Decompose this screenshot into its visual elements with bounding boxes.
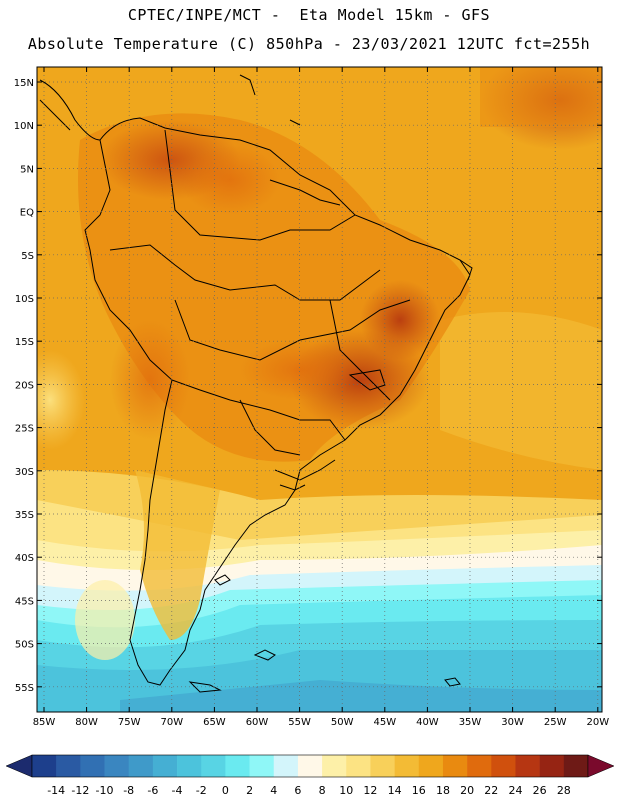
colorbar-swatch	[515, 755, 540, 777]
colorbar-swatch	[273, 755, 299, 777]
colorbar-swatch	[394, 755, 420, 777]
lat-label: 45S	[15, 596, 34, 607]
colorbar-tick-label: 26	[533, 784, 547, 797]
lon-label: 25W	[544, 717, 567, 728]
lat-label: 15N	[14, 78, 34, 89]
colorbar-swatch	[539, 755, 565, 777]
map-frame	[36, 66, 603, 713]
lon-label: 60W	[246, 717, 269, 728]
colorbar-over-triangle	[587, 754, 615, 778]
colorbar-swatch	[297, 755, 323, 777]
lat-label: 5S	[21, 251, 34, 262]
lon-label: 50W	[331, 717, 354, 728]
colorbar-swatch	[563, 755, 589, 777]
lon-label: 40W	[416, 717, 439, 728]
colorbar-swatch	[56, 755, 81, 777]
colorbar-tick-label: -8	[123, 784, 134, 797]
colorbar-tick-label: 18	[436, 784, 450, 797]
lat-label: 5N	[20, 164, 34, 175]
lat-label: 35S	[15, 510, 34, 521]
colorbar-swatch	[128, 755, 154, 777]
lat-label: 40S	[15, 553, 34, 564]
lon-label: 35W	[459, 717, 482, 728]
colorbar-under-triangle	[5, 754, 33, 778]
colorbar-swatch	[225, 755, 250, 777]
lat-label: 55S	[15, 683, 34, 694]
colorbar-swatch	[32, 755, 57, 777]
lon-label: 65W	[203, 717, 226, 728]
colorbar-tick-label: 4	[270, 784, 277, 797]
colorbar-swatch	[491, 755, 516, 777]
lon-label: 45W	[373, 717, 396, 728]
colorbar-tick-label: 24	[508, 784, 522, 797]
colorbar-tick-label: -2	[196, 784, 207, 797]
colorbar: -14 -12 -10 -8 -6 -4 -2 0 2 4 6 8 10 12 14 16 18 20 22 24 26…	[5, 754, 615, 797]
lat-label: 20S	[15, 380, 34, 391]
colorbar-swatch	[177, 755, 202, 777]
colorbar-tick-label: 0	[222, 784, 229, 797]
colorbar-tick-label: 28	[557, 784, 571, 797]
lon-label: 20W	[586, 717, 609, 728]
lon-label: 55W	[288, 717, 311, 728]
colorbar-tick-label: 8	[319, 784, 326, 797]
colorbar-swatch	[467, 755, 492, 777]
colorbar-swatch	[418, 755, 444, 777]
colorbar-swatch	[370, 755, 395, 777]
map-title-line1: CPTEC/INPE/MCT - Eta Model 15km - GFS	[127, 6, 491, 24]
lon-label: 30W	[501, 717, 524, 728]
colorbar-tick-label: 10	[339, 784, 353, 797]
colorbar-swatch	[442, 755, 468, 777]
colorbar-tick-label: -12	[71, 784, 89, 797]
colorbar-tick-label: 14	[388, 784, 402, 797]
lon-label: 70W	[160, 717, 183, 728]
lat-label: 25S	[15, 424, 34, 435]
latitude-axis: 15N 10N 5N EQ 5S 10S 15S 20S 25S 30S 35S 40S 45S 50S 5…	[14, 78, 602, 694]
lat-label: 50S	[15, 640, 34, 651]
colorbar-tick-label: -14	[47, 784, 65, 797]
colorbar-swatch	[104, 755, 129, 777]
colorbar-swatch	[346, 755, 371, 777]
colorbar-swatch	[249, 755, 275, 777]
colorbar-tick-label: 16	[412, 784, 426, 797]
colorbar-tick-label: 2	[246, 784, 253, 797]
colorbar-swatch	[152, 755, 178, 777]
colorbar-tick-label: 6	[294, 784, 301, 797]
colorbar-swatch	[80, 755, 105, 777]
colorbar-swatch	[201, 755, 226, 777]
colorbar-swatch	[322, 755, 347, 777]
coastlines	[39, 74, 473, 693]
colorbar-tick-label: -10	[96, 784, 114, 797]
colorbar-tick-label: -6	[147, 784, 158, 797]
colorbar-tick-label: 20	[460, 784, 474, 797]
lon-label: 75W	[118, 717, 141, 728]
lat-label: 15S	[15, 337, 34, 348]
lat-label: 30S	[15, 467, 34, 478]
lat-label: 10N	[14, 121, 34, 132]
lon-label: 80W	[75, 717, 98, 728]
colorbar-tick-label: 22	[484, 784, 498, 797]
lat-label: 10S	[15, 294, 34, 305]
colorbar-tick-label: -4	[172, 784, 183, 797]
lon-label: 85W	[33, 717, 56, 728]
colorbar-tick-label: 12	[363, 784, 377, 797]
map-title-line2: Absolute Temperature (C) 850hPa - 23/03/…	[27, 35, 591, 53]
lat-label: EQ	[20, 208, 34, 219]
longitude-axis: 85W 80W 75W 70W 65W 60W 55W 50W 45W 40W 35W 30W 25W 2…	[33, 67, 609, 728]
temperature-field	[37, 67, 602, 712]
